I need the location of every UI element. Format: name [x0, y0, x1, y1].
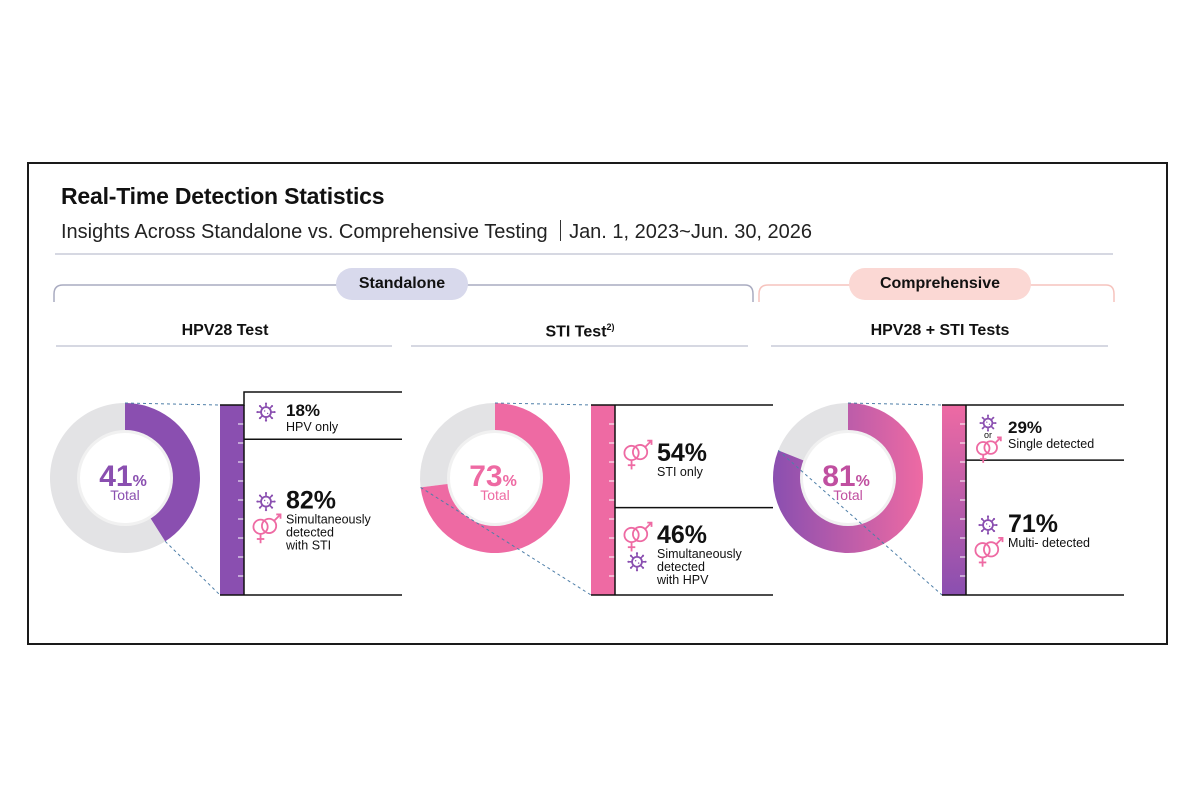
hpv28-test-title: HPV28 Test: [120, 322, 330, 340]
virus-icon: [256, 402, 276, 422]
total-percent-value: 81%: [822, 460, 870, 493]
combined-test-title: HPV28 + STI Tests: [835, 322, 1045, 340]
virus-icon: [979, 414, 997, 432]
donut-detected-slice: [125, 403, 200, 542]
total-label: Total: [110, 487, 140, 503]
breakdown-percent: 46%: [657, 521, 707, 549]
breakdown-item: 29%Single detected or: [984, 418, 1094, 451]
breakdown-label: Simultaneously: [286, 513, 372, 527]
breakdown-percent: 54%: [657, 439, 707, 467]
breakdown-label: detected: [286, 526, 334, 540]
subtitle-separator: [559, 220, 562, 241]
virus-icon: [256, 491, 276, 512]
breakdown-label: Multi- detected: [1008, 536, 1090, 550]
total-unit: %: [856, 473, 870, 490]
virus-icon: [627, 552, 647, 572]
breakdown-item: 54%STI only: [657, 439, 707, 479]
donut-core: [803, 433, 893, 523]
breakdown-label: detected: [657, 560, 705, 574]
connector-line: [124, 402, 221, 406]
breakdown-label: with HPV: [656, 573, 709, 587]
donut-remainder-slice: [778, 402, 848, 462]
subtitle-text: Insights Across Standalone vs. Comprehen…: [61, 221, 548, 243]
breakdown-label: STI only: [657, 465, 704, 479]
stats-panel: [27, 162, 1168, 645]
breakdown-percent: 18%: [286, 401, 320, 420]
icon-joiner: or: [984, 430, 992, 440]
page-title: Real-Time Detection Statistics: [61, 183, 385, 209]
total-label: Total: [480, 487, 510, 503]
hpv28-test-title-text: HPV28 Test: [181, 322, 269, 339]
comprehensive-label: Comprehensive: [879, 275, 1001, 292]
virus-icon: [978, 515, 998, 535]
breakdown-item: 18%HPV only: [286, 401, 339, 434]
connector-line: [164, 540, 221, 596]
breakdown-label: Simultaneously: [657, 547, 743, 561]
breakdown-label: Single detected: [1008, 437, 1094, 451]
page-subtitle: Insights Across Standalone vs. Comprehen…: [61, 220, 812, 244]
total-value: 81: [822, 460, 855, 493]
date-range: Jan. 1, 2023~Jun. 30, 2026: [569, 221, 813, 243]
total-value: 41: [99, 460, 132, 493]
total-value: 73: [469, 460, 502, 493]
sti-test-title-text: STI Test: [545, 323, 607, 341]
breakdown-label: with STI: [285, 539, 331, 553]
combined-test-title-text: HPV28 + STI Tests: [870, 322, 1010, 339]
sti-test-title: STI Test2): [475, 322, 685, 341]
segment-line-top: [220, 391, 402, 406]
donut-remainder-slice: [49, 403, 166, 553]
gender-icon: [976, 436, 1002, 463]
gender-icon: [623, 439, 653, 470]
comprehensive-pill: Comprehensive: [849, 268, 1031, 300]
total-unit: %: [503, 473, 517, 490]
donut-detected-slice: [420, 403, 570, 553]
connector-line: [847, 402, 943, 406]
total-label: Total: [833, 487, 863, 503]
donut-remainder-slice: [420, 403, 495, 488]
gender-icon: [623, 521, 653, 552]
total-percent-value: 73%: [469, 460, 517, 493]
gender-icon: [974, 536, 1004, 567]
standalone-label: Standalone: [358, 275, 446, 292]
connector-line: [777, 450, 943, 596]
gender-icon: [252, 513, 282, 544]
breakdown-item: 71%Multi- detected: [1008, 510, 1090, 550]
breakdown-percent: 71%: [1008, 510, 1058, 538]
sti-test-footnote: 2): [606, 322, 615, 332]
donut-core: [80, 433, 170, 523]
connector-line: [494, 402, 592, 406]
standalone-pill: Standalone: [336, 268, 468, 300]
total-unit: %: [133, 473, 147, 490]
donut-detected-slice: [773, 403, 924, 553]
breakdown-percent: 29%: [1008, 418, 1042, 437]
total-percent-value: 41%: [99, 460, 147, 493]
breakdown-percent: 82%: [286, 487, 336, 515]
donut-core: [450, 433, 540, 523]
breakdown-label: HPV only: [286, 420, 339, 434]
